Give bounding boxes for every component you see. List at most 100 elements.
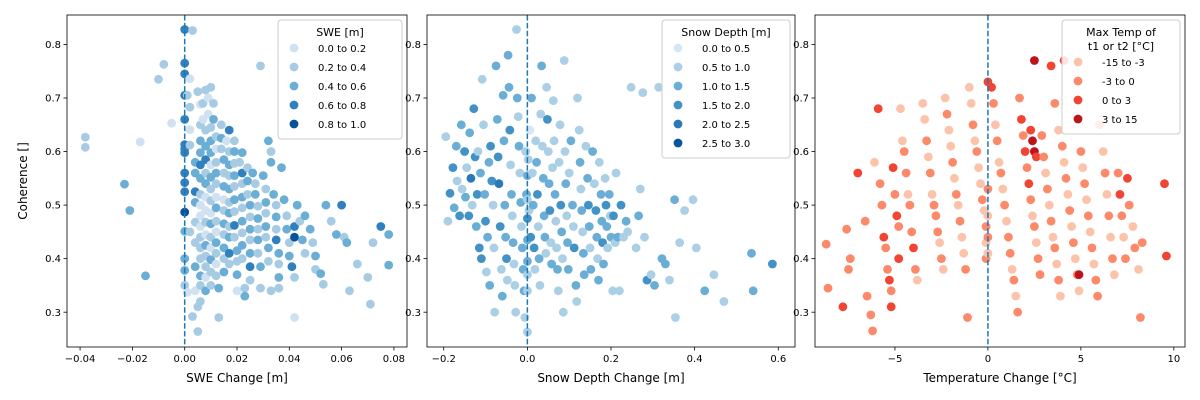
data-point	[258, 171, 268, 181]
data-point	[1104, 211, 1114, 221]
data-point	[514, 141, 524, 151]
x-tick-label: −5	[888, 354, 903, 365]
points	[821, 56, 1171, 336]
data-point	[366, 299, 375, 309]
data-point	[1020, 147, 1030, 156]
data-point	[539, 211, 549, 221]
data-point	[933, 227, 943, 237]
data-point	[264, 256, 273, 266]
data-point	[1033, 254, 1043, 263]
data-point	[337, 200, 346, 210]
data-point	[1102, 190, 1112, 199]
data-point	[211, 216, 221, 226]
data-point	[159, 59, 169, 69]
data-point	[504, 82, 514, 92]
data-point	[279, 195, 289, 205]
data-point	[927, 190, 937, 199]
x-tick-label: −0.02	[117, 354, 148, 365]
legend-marker	[673, 100, 683, 110]
legend-entry: -15 to -3	[1102, 58, 1145, 69]
data-point	[497, 291, 507, 301]
data-point	[491, 61, 501, 71]
data-point	[240, 283, 250, 293]
data-point	[1076, 147, 1086, 156]
data-point	[345, 286, 354, 296]
data-point	[1082, 195, 1091, 205]
data-point	[180, 254, 190, 263]
data-point	[154, 74, 163, 84]
data-point	[898, 136, 907, 146]
data-point	[1113, 168, 1123, 178]
data-point	[211, 227, 221, 237]
legend-marker	[289, 62, 299, 72]
data-point	[688, 195, 698, 205]
points	[441, 25, 777, 337]
data-point	[185, 140, 195, 150]
data-point	[621, 216, 631, 226]
x-axis-label: Snow Depth Change [m]	[537, 371, 684, 385]
data-point	[237, 228, 247, 238]
legend-marker	[1073, 76, 1083, 86]
data-point	[896, 104, 905, 114]
data-point	[441, 132, 451, 142]
x-tick-label: 0.0	[519, 354, 535, 365]
data-point	[516, 198, 526, 207]
data-point	[1136, 313, 1145, 322]
data-point	[1043, 184, 1052, 194]
x-tick-label: 0.00	[174, 354, 196, 365]
data-point	[471, 222, 481, 231]
data-point	[261, 198, 271, 207]
data-point	[955, 216, 965, 226]
data-point	[318, 279, 328, 289]
data-point	[261, 232, 271, 242]
x-tick-label: 0.4	[687, 354, 703, 365]
data-point	[1000, 200, 1009, 210]
data-point	[1074, 270, 1084, 280]
data-point	[838, 302, 848, 312]
data-point	[1057, 141, 1067, 151]
data-point	[467, 200, 477, 210]
data-point	[912, 275, 922, 285]
data-point	[577, 206, 587, 215]
data-point	[537, 61, 546, 71]
data-point	[1007, 265, 1017, 274]
data-point	[277, 163, 286, 173]
data-point	[230, 195, 239, 205]
data-point	[844, 265, 853, 274]
data-point	[953, 200, 963, 210]
data-point	[530, 265, 540, 274]
data-point	[230, 232, 239, 242]
data-point	[332, 230, 341, 239]
data-point	[555, 120, 565, 130]
data-point	[576, 184, 586, 194]
data-point	[888, 163, 898, 173]
data-point	[591, 206, 601, 215]
data-point	[445, 188, 455, 198]
data-point	[523, 214, 532, 223]
data-point	[526, 232, 536, 242]
data-point	[245, 200, 255, 210]
data-point	[274, 273, 284, 282]
data-point	[635, 184, 645, 194]
data-point	[572, 297, 582, 306]
data-point	[305, 224, 315, 234]
data-point	[554, 157, 564, 167]
data-point	[245, 235, 255, 245]
data-point	[284, 251, 294, 261]
y-tick-label: 0.3	[793, 308, 809, 319]
data-point	[1035, 270, 1045, 280]
data-point	[237, 240, 247, 250]
data-point	[185, 74, 195, 84]
data-point	[250, 190, 260, 199]
data-point	[206, 82, 216, 92]
legend-entry: 0.8 to 1.0	[318, 120, 366, 131]
data-point	[1089, 259, 1099, 269]
data-point	[559, 56, 569, 65]
data-point	[950, 173, 959, 183]
data-point	[588, 147, 597, 156]
data-point	[1085, 227, 1095, 237]
data-point	[311, 251, 320, 261]
data-point	[477, 254, 486, 263]
data-point	[180, 25, 190, 34]
